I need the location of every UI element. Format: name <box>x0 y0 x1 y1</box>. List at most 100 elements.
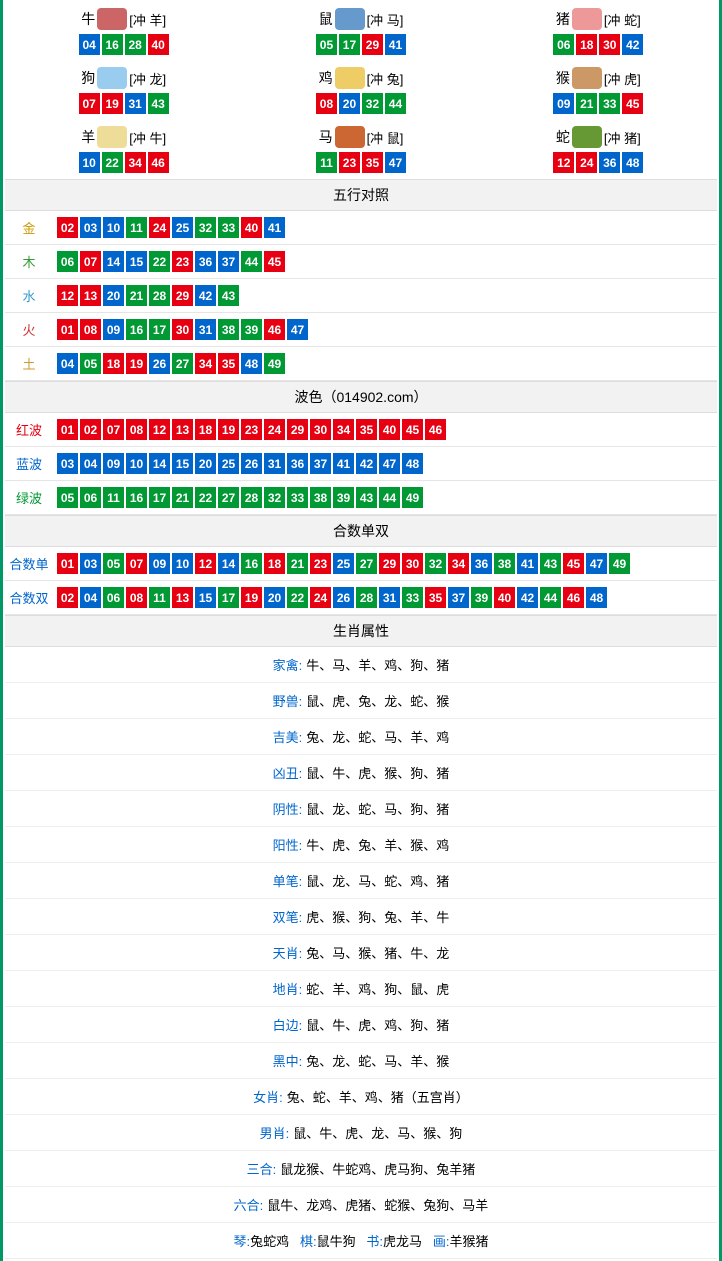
zodiac-title: 羊[冲 牛] <box>5 126 242 148</box>
number-ball: 04 <box>80 587 101 608</box>
number-ball: 49 <box>264 353 285 374</box>
number-ball: 23 <box>172 251 193 272</box>
number-ball: 36 <box>599 152 620 173</box>
row-balls: 05061116172122272832333839434449 <box>53 481 717 515</box>
number-ball: 30 <box>402 553 423 574</box>
number-ball: 02 <box>57 587 78 608</box>
number-ball: 09 <box>103 453 124 474</box>
attr-label: 黑中: <box>273 1054 303 1069</box>
number-ball: 41 <box>385 34 406 55</box>
number-ball: 25 <box>218 453 239 474</box>
table-row: 金02031011242532334041 <box>5 211 717 245</box>
number-ball: 49 <box>402 487 423 508</box>
number-ball: 24 <box>576 152 597 173</box>
attr-text: 牛、马、羊、鸡、狗、猪 <box>306 658 449 673</box>
zodiac-name: 狗 <box>81 68 95 88</box>
number-ball: 18 <box>576 34 597 55</box>
number-ball: 18 <box>264 553 285 574</box>
number-ball: 10 <box>126 453 147 474</box>
number-ball: 20 <box>339 93 360 114</box>
footer-label: 书: <box>366 1234 383 1249</box>
number-ball: 01 <box>57 553 78 574</box>
number-ball: 28 <box>125 34 146 55</box>
number-ball: 44 <box>540 587 561 608</box>
number-ball: 46 <box>148 152 169 173</box>
number-ball: 16 <box>126 319 147 340</box>
number-ball: 18 <box>195 419 216 440</box>
number-ball: 42 <box>622 34 643 55</box>
zodiac-conflict: [冲 虎] <box>604 69 641 88</box>
number-ball: 11 <box>126 217 147 238</box>
number-ball: 35 <box>356 419 377 440</box>
number-ball: 32 <box>264 487 285 508</box>
number-ball: 29 <box>379 553 400 574</box>
number-ball: 48 <box>241 353 262 374</box>
row-label: 水 <box>5 279 53 313</box>
zodiac-title: 蛇[冲 猪] <box>480 126 717 148</box>
number-ball: 21 <box>126 285 147 306</box>
zodiac-name: 鼠 <box>319 9 333 29</box>
number-ball: 30 <box>310 419 331 440</box>
number-ball: 48 <box>402 453 423 474</box>
attr-label: 三合: <box>247 1162 277 1177</box>
number-ball: 06 <box>80 487 101 508</box>
number-ball: 01 <box>57 419 78 440</box>
attr-row: 六合:鼠牛、龙鸡、虎猪、蛇猴、兔狗、马羊 <box>5 1187 717 1223</box>
number-ball: 13 <box>80 285 101 306</box>
number-ball: 15 <box>172 453 193 474</box>
number-ball: 44 <box>385 93 406 114</box>
attr-row: 野兽:鼠、虎、兔、龙、蛇、猴 <box>5 683 717 719</box>
attr-label: 凶丑: <box>273 766 303 781</box>
number-ball: 28 <box>241 487 262 508</box>
attr-text: 鼠、虎、兔、龙、蛇、猴 <box>306 694 449 709</box>
number-ball: 36 <box>287 453 308 474</box>
zodiac-cell: 蛇[冲 猪]12243648 <box>480 120 717 179</box>
row-label: 火 <box>5 313 53 347</box>
number-ball: 12 <box>149 419 170 440</box>
attr-label: 地肖: <box>273 982 303 997</box>
row-balls: 0108091617303138394647 <box>53 313 717 347</box>
section-header-wuxing: 五行对照 <box>5 179 717 211</box>
zodiac-balls: 06183042 <box>480 34 717 55</box>
number-ball: 34 <box>333 419 354 440</box>
number-ball: 33 <box>218 217 239 238</box>
zodiac-title: 马[冲 鼠] <box>242 126 479 148</box>
number-ball: 40 <box>379 419 400 440</box>
number-ball: 33 <box>287 487 308 508</box>
number-ball: 37 <box>448 587 469 608</box>
wuxing-table: 金02031011242532334041木060714152223363744… <box>5 211 717 381</box>
number-ball: 44 <box>379 487 400 508</box>
number-ball: 45 <box>264 251 285 272</box>
number-ball: 32 <box>362 93 383 114</box>
number-ball: 29 <box>172 285 193 306</box>
footer-text: 鼠牛狗 <box>317 1234 356 1249</box>
number-ball: 14 <box>103 251 124 272</box>
number-ball: 45 <box>402 419 423 440</box>
number-ball: 27 <box>356 553 377 574</box>
zodiac-balls: 11233547 <box>242 152 479 173</box>
number-ball: 23 <box>339 152 360 173</box>
number-ball: 21 <box>576 93 597 114</box>
attr-label: 家禽: <box>273 658 303 673</box>
number-ball: 02 <box>57 217 78 238</box>
zodiac-icon <box>335 126 365 148</box>
zodiac-title: 猴[冲 虎] <box>480 67 717 89</box>
attr-text: 鼠、牛、虎、鸡、狗、猪 <box>306 1018 449 1033</box>
number-ball: 21 <box>287 553 308 574</box>
section-header-bose: 波色（014902.com） <box>5 381 717 413</box>
footer-label: 画: <box>433 1234 450 1249</box>
number-ball: 39 <box>241 319 262 340</box>
attr-text: 鼠、龙、蛇、马、狗、猪 <box>306 802 449 817</box>
number-ball: 12 <box>57 285 78 306</box>
number-ball: 30 <box>172 319 193 340</box>
number-ball: 07 <box>79 93 100 114</box>
section-header-attr: 生肖属性 <box>5 615 717 647</box>
footer-text: 兔蛇鸡 <box>250 1234 289 1249</box>
row-balls: 0103050709101214161821232527293032343638… <box>53 547 717 581</box>
zodiac-title: 鼠[冲 马] <box>242 8 479 30</box>
number-ball: 05 <box>316 34 337 55</box>
number-ball: 46 <box>563 587 584 608</box>
number-ball: 27 <box>218 487 239 508</box>
attr-text: 蛇、羊、鸡、狗、鼠、虎 <box>306 982 449 997</box>
number-ball: 36 <box>195 251 216 272</box>
